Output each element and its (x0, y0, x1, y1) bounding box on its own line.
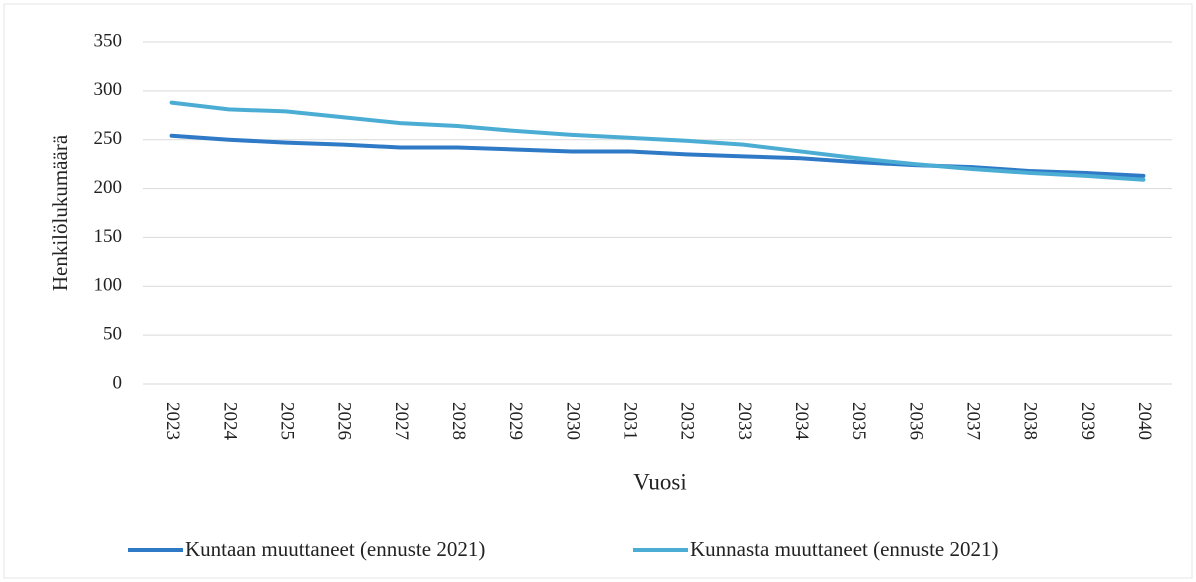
y-axis-title: Henkilölukumäärä (48, 134, 72, 291)
x-tick-label: 2023 (162, 402, 183, 440)
y-tick-label: 250 (94, 128, 123, 149)
x-axis-title: Vuosi (633, 469, 687, 494)
x-tick-label: 2028 (448, 402, 469, 440)
x-tick-label: 2037 (963, 402, 984, 440)
x-tick-label: 2040 (1134, 402, 1155, 440)
y-tick-label: 50 (103, 324, 122, 345)
x-tick-label: 2026 (334, 402, 355, 440)
x-tick-label: 2033 (734, 402, 755, 440)
x-tick-label: 2039 (1077, 402, 1098, 440)
y-tick-label: 300 (94, 79, 123, 100)
x-tick-label: 2035 (848, 402, 869, 440)
x-tick-label: 2032 (677, 402, 698, 440)
y-tick-label: 100 (94, 275, 123, 296)
chart-border (3, 3, 1193, 579)
x-tick-label: 2034 (791, 402, 812, 441)
y-tick-label: 200 (94, 177, 123, 198)
x-tick-label: 2031 (620, 402, 641, 440)
x-tick-label: 2029 (505, 402, 526, 440)
y-tick-label: 150 (94, 226, 123, 247)
series-line (169, 100, 1146, 182)
x-tick-label: 2036 (905, 402, 926, 440)
x-tick-label: 2027 (391, 402, 412, 440)
y-tick-label: 0 (113, 372, 123, 393)
x-tick-label: 2024 (219, 402, 240, 441)
x-tick-label: 2025 (277, 402, 298, 440)
x-tick-label: 2030 (562, 402, 583, 440)
legend-label: Kunnasta muuttaneet (ennuste 2021) (690, 537, 999, 561)
y-tick-label: 350 (94, 30, 123, 51)
x-tick-label: 2038 (1020, 402, 1041, 440)
legend-label: Kuntaan muuttaneet (ennuste 2021) (185, 537, 485, 561)
